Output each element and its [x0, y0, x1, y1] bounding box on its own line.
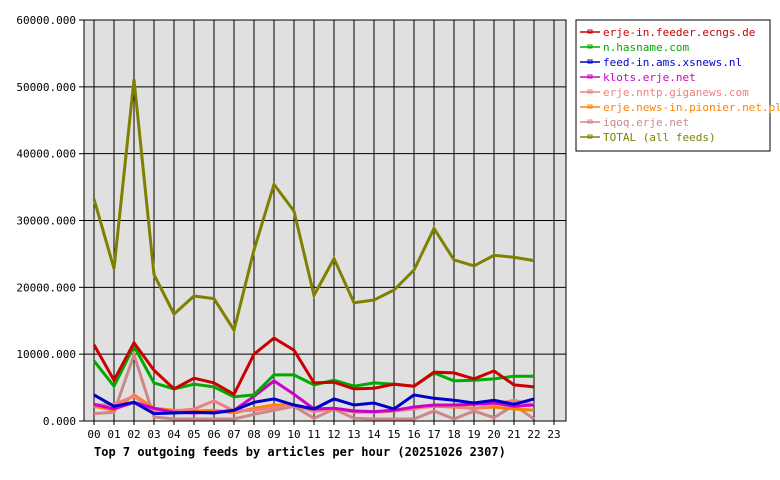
x-tick-label: 13	[347, 428, 360, 441]
x-tick-label: 05	[187, 428, 200, 441]
y-tick-label: 0.000	[43, 415, 76, 428]
y-tick-label: 60000.000	[16, 14, 76, 27]
legend-label: iqoq.erje.net	[603, 116, 689, 129]
legend-label: n.hasname.com	[603, 41, 689, 54]
legend-item: TOTAL (all feeds)	[580, 131, 716, 144]
legend-label: erje-in.feeder.ecngs.de	[603, 26, 755, 39]
y-tick-label: 40000.000	[16, 148, 76, 161]
x-tick-label: 20	[487, 428, 500, 441]
legend-box	[575, 19, 771, 152]
x-tick-label: 02	[127, 428, 140, 441]
x-tick-label: 10	[287, 428, 300, 441]
x-tick-label: 04	[167, 428, 181, 441]
legend-item: iqoq.erje.net	[580, 116, 689, 129]
series-line	[93, 393, 535, 416]
x-tick-label: 14	[367, 428, 381, 441]
legend-item: klots.erje.net	[580, 71, 696, 84]
series-line	[92, 342, 534, 399]
x-tick-label: 16	[407, 428, 420, 441]
x-tick-label: 01	[107, 428, 120, 441]
x-tick-label: 09	[267, 428, 280, 441]
legend-item: erje.nntp.giganews.com	[580, 86, 749, 99]
legend-item: n.hasname.com	[580, 41, 689, 54]
x-tick-label: 06	[207, 428, 220, 441]
legend-label: erje.news-in.pionier.net.pl	[603, 101, 780, 114]
legend-label: feed-in.ams.xsnews.nl	[603, 56, 742, 69]
series-line	[92, 79, 535, 334]
x-tick-label: 17	[427, 428, 440, 441]
legend-item: erje-in.feeder.ecngs.de	[580, 26, 755, 39]
series-line	[92, 336, 535, 397]
legend-label: erje.nntp.giganews.com	[603, 86, 749, 99]
x-tick-label: 19	[467, 428, 480, 441]
x-tick-label: 08	[247, 428, 260, 441]
y-tick-label: 50000.000	[16, 81, 76, 94]
series-line	[93, 350, 535, 421]
x-tick-label: 07	[227, 428, 240, 441]
x-tick-label: 11	[307, 428, 320, 441]
x-tick-label: 12	[327, 428, 340, 441]
x-tick-label: 03	[147, 428, 160, 441]
y-tick-label: 10000.000	[16, 348, 76, 361]
x-tick-label: 21	[507, 428, 520, 441]
legend: erje-in.feeder.ecngs.de n.hasname.com feed…	[575, 19, 780, 152]
legend-item: erje.news-in.pionier.net.pl	[580, 101, 780, 114]
y-tick-label: 30000.000	[16, 215, 76, 228]
x-tick-label: 18	[447, 428, 460, 441]
data-series	[92, 79, 535, 421]
chart-title: Top 7 outgoing feeds by articles per hou…	[94, 445, 506, 459]
y-axis: 0.000 10000.000 20000.000 30000.000 40000.00…	[16, 14, 84, 428]
x-tick-label: 15	[387, 428, 400, 441]
x-tick-label: 00	[87, 428, 100, 441]
legend-item: feed-in.ams.xsnews.nl	[580, 56, 742, 69]
x-tick-label: 23	[547, 428, 560, 441]
y-tick-label: 20000.000	[16, 281, 76, 294]
legend-label: klots.erje.net	[603, 71, 696, 84]
x-tick-label: 22	[527, 428, 540, 441]
x-axis: 00 01 02 03 04 05 06 07 08 09 10 11 12 13 14 15 16 17 18 19…	[87, 421, 561, 441]
grid-lines	[84, 19, 566, 422]
legend-label: TOTAL (all feeds)	[603, 131, 716, 144]
